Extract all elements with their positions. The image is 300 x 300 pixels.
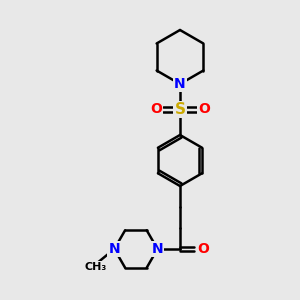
Text: CH₃: CH₃: [84, 262, 106, 272]
Text: O: O: [198, 103, 210, 116]
Text: N: N: [174, 77, 186, 91]
Text: N: N: [109, 242, 120, 256]
Text: O: O: [197, 242, 209, 256]
Text: N: N: [152, 242, 163, 256]
Text: S: S: [175, 102, 185, 117]
Text: O: O: [150, 103, 162, 116]
